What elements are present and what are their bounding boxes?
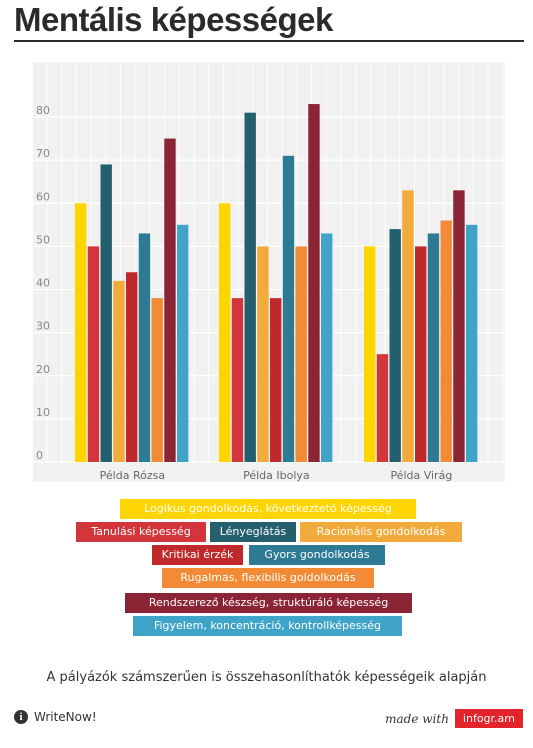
bar: [100, 164, 112, 462]
bar-chart: 0 10 20 30 40 50 60 70 80 Példa Rózsa Példa Ibolya…: [33, 62, 505, 482]
bar: [219, 203, 231, 462]
x-category-label: Példa Ibolya: [243, 469, 310, 482]
legend-item: Lényeglátás: [210, 522, 296, 542]
bar: [321, 233, 333, 462]
bar: [389, 229, 401, 462]
bar: [466, 224, 478, 462]
bar: [244, 112, 256, 462]
legend-item: Racionális gondolkodás: [300, 522, 462, 542]
legend-item: Rendszerező készség, struktúráló képessé…: [125, 593, 412, 613]
y-tick-label: 10: [36, 406, 50, 419]
bar: [402, 190, 414, 462]
bar: [138, 233, 151, 462]
y-tick-label: 20: [36, 363, 50, 376]
title-divider: [14, 40, 524, 42]
bar: [113, 280, 125, 462]
y-tick-label: 30: [36, 320, 50, 333]
bar: [415, 246, 427, 462]
infogram-logo[interactable]: infogr.am: [454, 709, 523, 728]
footer-credit: made with infogr.am: [385, 709, 523, 728]
bar: [87, 246, 100, 462]
bar: [257, 246, 269, 462]
page-title: Mentális képességek: [14, 1, 333, 38]
bar: [151, 298, 163, 462]
legend-item: Logikus gondolkodás, következtető képess…: [120, 499, 416, 519]
bar: [126, 272, 138, 462]
bar: [164, 138, 176, 462]
info-icon[interactable]: i: [14, 710, 28, 724]
y-tick-label: 0: [36, 449, 43, 462]
bar: [376, 354, 389, 462]
bar: [177, 224, 189, 462]
bar: [270, 298, 282, 462]
bar: [231, 298, 244, 462]
legend-item: Tanulási képesség: [76, 522, 206, 542]
bar: [453, 190, 465, 462]
bar: [308, 104, 320, 462]
bar: [282, 155, 295, 462]
brand-name: WriteNow!: [34, 710, 97, 724]
y-tick-label: 80: [36, 104, 50, 117]
legend-item: Figyelem, koncentráció, kontrollképesség: [133, 616, 402, 636]
legend-item: Rugalmas, flexibilis goldolkodás: [162, 568, 374, 588]
y-tick-label: 70: [36, 147, 50, 160]
bar: [75, 203, 87, 462]
chart-subtitle: A pályázók számszerűen is összehasonlíth…: [46, 670, 487, 685]
bar: [295, 246, 307, 462]
legend-item: Gyors gondolkodás: [249, 545, 385, 565]
y-tick-label: 40: [36, 277, 50, 290]
legend-item: Kritikai érzék: [152, 545, 243, 565]
bar: [440, 220, 452, 462]
x-category-label: Példa Rózsa: [100, 469, 165, 482]
footer-brand: i WriteNow!: [14, 710, 97, 724]
bar: [427, 233, 440, 462]
y-tick-label: 60: [36, 190, 50, 203]
x-category-label: Példa Virág: [390, 469, 452, 482]
bar: [364, 246, 376, 462]
made-with-label: made with: [385, 711, 449, 726]
y-tick-label: 50: [36, 233, 50, 246]
